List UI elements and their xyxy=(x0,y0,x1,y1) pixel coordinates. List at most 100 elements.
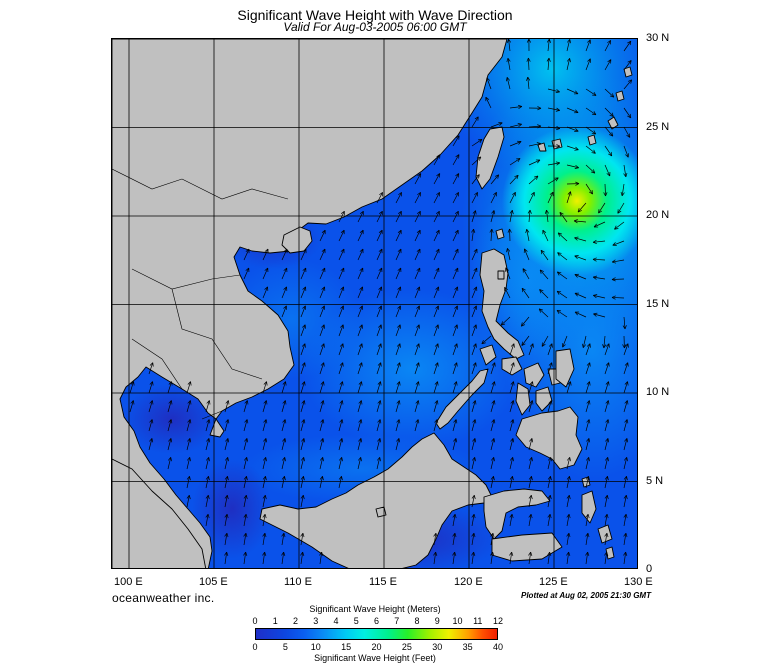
direction-arrow xyxy=(186,400,192,413)
direction-arrow xyxy=(224,476,229,489)
direction-arrow xyxy=(604,476,609,489)
direction-arrow xyxy=(471,513,476,527)
direction-arrow xyxy=(357,210,364,223)
direction-arrow xyxy=(357,400,363,413)
direction-arrow xyxy=(205,457,210,470)
direction-arrow xyxy=(471,192,478,204)
direction-arrow xyxy=(623,126,631,138)
direction-arrow xyxy=(376,419,382,432)
direction-arrow xyxy=(509,476,514,489)
direction-arrow xyxy=(623,164,628,178)
direction-arrow xyxy=(566,164,579,169)
direction-arrow xyxy=(525,229,530,242)
direction-arrow xyxy=(395,343,401,356)
direction-arrow xyxy=(300,324,306,337)
direction-arrow xyxy=(566,145,579,151)
latitude-label: 5 N xyxy=(646,474,664,487)
direction-arrow xyxy=(205,476,210,489)
direction-arrow xyxy=(357,248,364,261)
direction-arrow xyxy=(490,532,495,546)
direction-arrow xyxy=(505,267,511,280)
direction-arrow xyxy=(167,457,172,470)
direction-arrow xyxy=(490,381,496,394)
colorbar-meters-tick: 12 xyxy=(492,616,504,626)
direction-arrow xyxy=(281,476,286,489)
direction-arrow xyxy=(243,400,249,413)
direction-arrow xyxy=(319,419,325,432)
direction-arrow xyxy=(604,551,609,565)
direction-arrow xyxy=(528,124,542,129)
direction-arrow xyxy=(540,249,549,261)
direction-arrow xyxy=(623,40,632,52)
direction-arrow xyxy=(414,419,420,432)
direction-arrow xyxy=(490,192,497,204)
direction-arrow xyxy=(376,362,382,375)
direction-arrow xyxy=(585,551,590,565)
direction-arrow xyxy=(547,495,552,508)
colorbar-meters-tick: 4 xyxy=(333,616,339,626)
direction-arrow xyxy=(521,316,530,327)
direction-arrow xyxy=(148,438,154,451)
direction-arrow xyxy=(509,419,515,432)
direction-arrow xyxy=(541,335,549,347)
direction-arrow xyxy=(243,419,249,432)
direction-arrow xyxy=(528,106,542,111)
direction-arrow xyxy=(452,381,458,394)
direction-arrow xyxy=(433,192,440,204)
direction-arrow xyxy=(376,210,383,223)
direction-arrow xyxy=(611,295,625,300)
latitude-label: 20 N xyxy=(646,209,670,221)
direction-arrow xyxy=(585,88,597,96)
direction-arrow xyxy=(521,335,530,346)
direction-arrow xyxy=(224,495,229,508)
direction-arrow xyxy=(614,221,625,230)
direction-arrow xyxy=(509,174,519,185)
direction-arrow xyxy=(471,228,476,242)
direction-arrow xyxy=(585,362,591,375)
direction-arrow xyxy=(471,248,478,261)
direction-arrow xyxy=(243,513,248,527)
direction-arrow xyxy=(433,173,441,185)
direction-arrow xyxy=(604,88,615,98)
direction-arrow xyxy=(319,476,324,489)
direction-arrow xyxy=(593,312,606,318)
colorbar-meters-tick: 7 xyxy=(394,616,400,626)
direction-arrow xyxy=(556,310,568,318)
direction-arrow xyxy=(357,457,362,470)
direction-arrow xyxy=(452,248,459,261)
map-canvas xyxy=(112,39,637,568)
direction-arrow xyxy=(281,381,287,394)
direction-arrow xyxy=(566,532,571,546)
direction-arrow xyxy=(623,400,629,413)
direction-arrow xyxy=(186,419,192,432)
wave-direction-arrows xyxy=(129,39,633,565)
direction-arrow xyxy=(592,239,606,244)
direction-arrow xyxy=(433,267,440,280)
direction-arrow xyxy=(338,381,344,394)
direction-arrow xyxy=(574,273,587,280)
direction-arrow xyxy=(620,183,625,197)
direction-arrow xyxy=(281,305,288,318)
direction-arrow xyxy=(414,173,422,185)
direction-arrow xyxy=(395,286,402,299)
colorbar-feet-tick: 15 xyxy=(341,642,352,652)
direction-arrow xyxy=(566,88,579,95)
direction-arrow xyxy=(319,324,325,337)
direction-arrow xyxy=(395,419,401,432)
direction-arrow xyxy=(452,419,458,432)
direction-arrow xyxy=(243,495,248,508)
direction-arrow xyxy=(357,305,364,318)
direction-arrow xyxy=(376,229,383,242)
direction-arrow xyxy=(262,248,269,261)
direction-arrow xyxy=(129,381,135,394)
plotted-timestamp: Plotted at Aug 02, 2005 21:30 GMT xyxy=(521,591,651,600)
direction-arrow xyxy=(414,192,421,204)
direction-arrow xyxy=(376,286,383,299)
direction-arrow xyxy=(574,292,587,299)
direction-arrow xyxy=(281,551,286,565)
direction-arrow xyxy=(471,174,480,185)
direction-arrow xyxy=(433,419,439,432)
direction-arrow xyxy=(471,138,483,147)
direction-arrow xyxy=(547,144,561,149)
colorbar-feet-tick: 40 xyxy=(492,642,504,652)
